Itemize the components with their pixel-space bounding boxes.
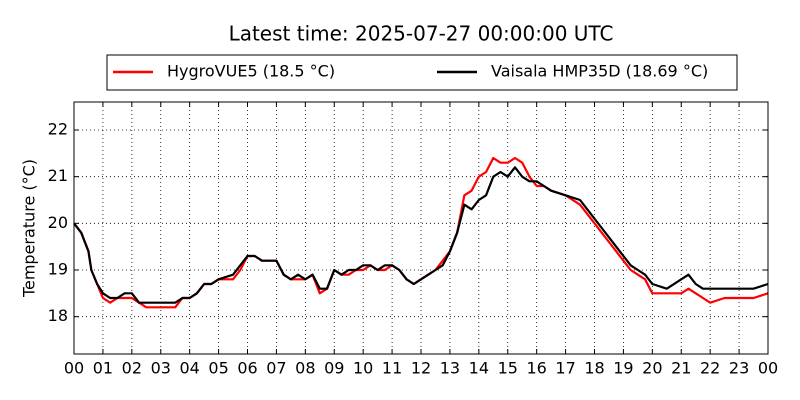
x-tick-label: 14 [469,359,489,378]
x-tick-label: 00 [758,359,778,378]
x-tick-label: 09 [324,359,344,378]
y-tick-label: 22 [48,120,68,139]
x-tick-label: 19 [613,359,633,378]
x-tick-label: 10 [353,359,373,378]
legend-label: Vaisala HMP35D (18.69 °C) [491,62,708,81]
x-tick-label: 01 [93,359,113,378]
plot-area [74,102,768,354]
x-tick-label: 16 [526,359,546,378]
x-tick-label: 02 [122,359,142,378]
legend-label: HygroVUE5 (18.5 °C) [167,62,335,81]
x-tick-label: 05 [208,359,228,378]
series-line [73,166,769,304]
x-tick-label: 00 [64,359,84,378]
y-tick-label: 21 [48,166,68,185]
y-axis-label: Temperature (°C) [20,159,39,298]
x-tick-label: 20 [642,359,662,378]
x-tick-label: 08 [295,359,315,378]
x-tick-label: 23 [729,359,749,378]
x-tick-label: 17 [555,359,575,378]
chart-title: Latest time: 2025-07-27 00:00:00 UTC [229,22,614,46]
x-tick-label: 06 [237,359,257,378]
x-tick-label: 22 [700,359,720,378]
x-tick-label: 15 [498,359,518,378]
y-tick-label: 18 [48,306,68,325]
x-tick-label: 04 [179,359,199,378]
y-tick-label: 20 [48,213,68,232]
x-tick-label: 13 [440,359,460,378]
x-tick-label: 21 [671,359,691,378]
legend-box [106,54,738,91]
x-tick-label: 11 [382,359,402,378]
x-tick-label: 07 [266,359,286,378]
x-tick-label: 03 [151,359,171,378]
x-tick-label: 18 [584,359,604,378]
y-tick-label: 19 [48,260,68,279]
legend: HygroVUE5 (18.5 °C) Vaisala HMP35D (18.69… [113,62,708,81]
x-tick-label: 12 [411,359,431,378]
plot-frame [73,101,769,355]
